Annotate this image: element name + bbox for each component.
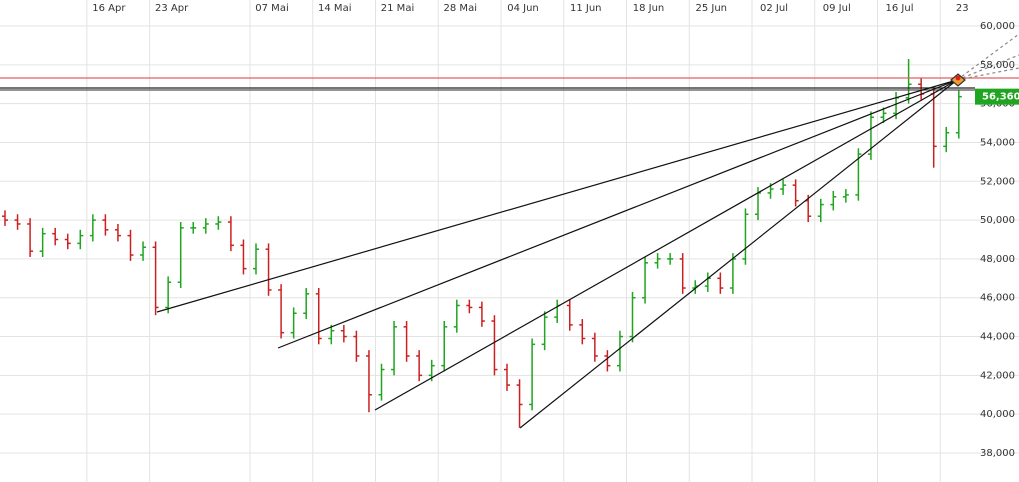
y-tick-label: 50,000 [980,215,1015,226]
x-tick-label: 16 Jul [886,3,914,14]
y-tick-label: 54,000 [980,137,1015,148]
y-tick-label: 42,000 [980,370,1015,381]
trend-line [156,79,958,313]
x-tick-label: 14 Mai [318,3,351,14]
bars [2,59,962,428]
fan-line [956,54,1019,81]
y-tick-label: 46,000 [980,293,1015,304]
annotations [0,33,1019,429]
y-tick-label: 58,000 [980,60,1015,71]
x-tick-label: 04 Jun [507,3,539,14]
x-tick-label: 21 Mai [381,3,414,14]
x-tick-label: 02 Jul [760,3,788,14]
x-tick-label: 23 [956,3,969,14]
x-tick-label: 07 Mai [255,3,288,14]
x-tick-label: 28 Mai [444,3,477,14]
y-tick-label: 40,000 [980,409,1015,420]
fan-line [956,33,1019,81]
y-tick-label: 38,000 [980,448,1015,459]
x-tick-label: 23 Apr [155,3,189,14]
x-tick-label: 18 Jun [633,3,665,14]
x-tick-label: 25 Jun [695,3,727,14]
last-price-label: 56,360 [982,92,1019,103]
fan-line [956,67,1019,81]
trend-line [277,79,958,349]
last-price-box [975,88,1019,105]
y-tick-label: 52,000 [980,176,1015,187]
y-tick-label: 48,000 [980,254,1015,265]
y-tick-label: 60,000 [980,21,1015,32]
labels: 38,000 40,000 42,000 44,000 46,000 48,000 50,0… [92,3,1019,459]
x-tick-label: 16 Apr [92,3,126,14]
x-tick-label: 09 Jul [823,3,851,14]
trend-line [374,79,958,411]
x-tick-label: 11 Jun [570,3,602,14]
trend-line [519,79,958,429]
y-tick-label: 44,000 [980,332,1015,343]
anchor-dot [955,75,961,81]
